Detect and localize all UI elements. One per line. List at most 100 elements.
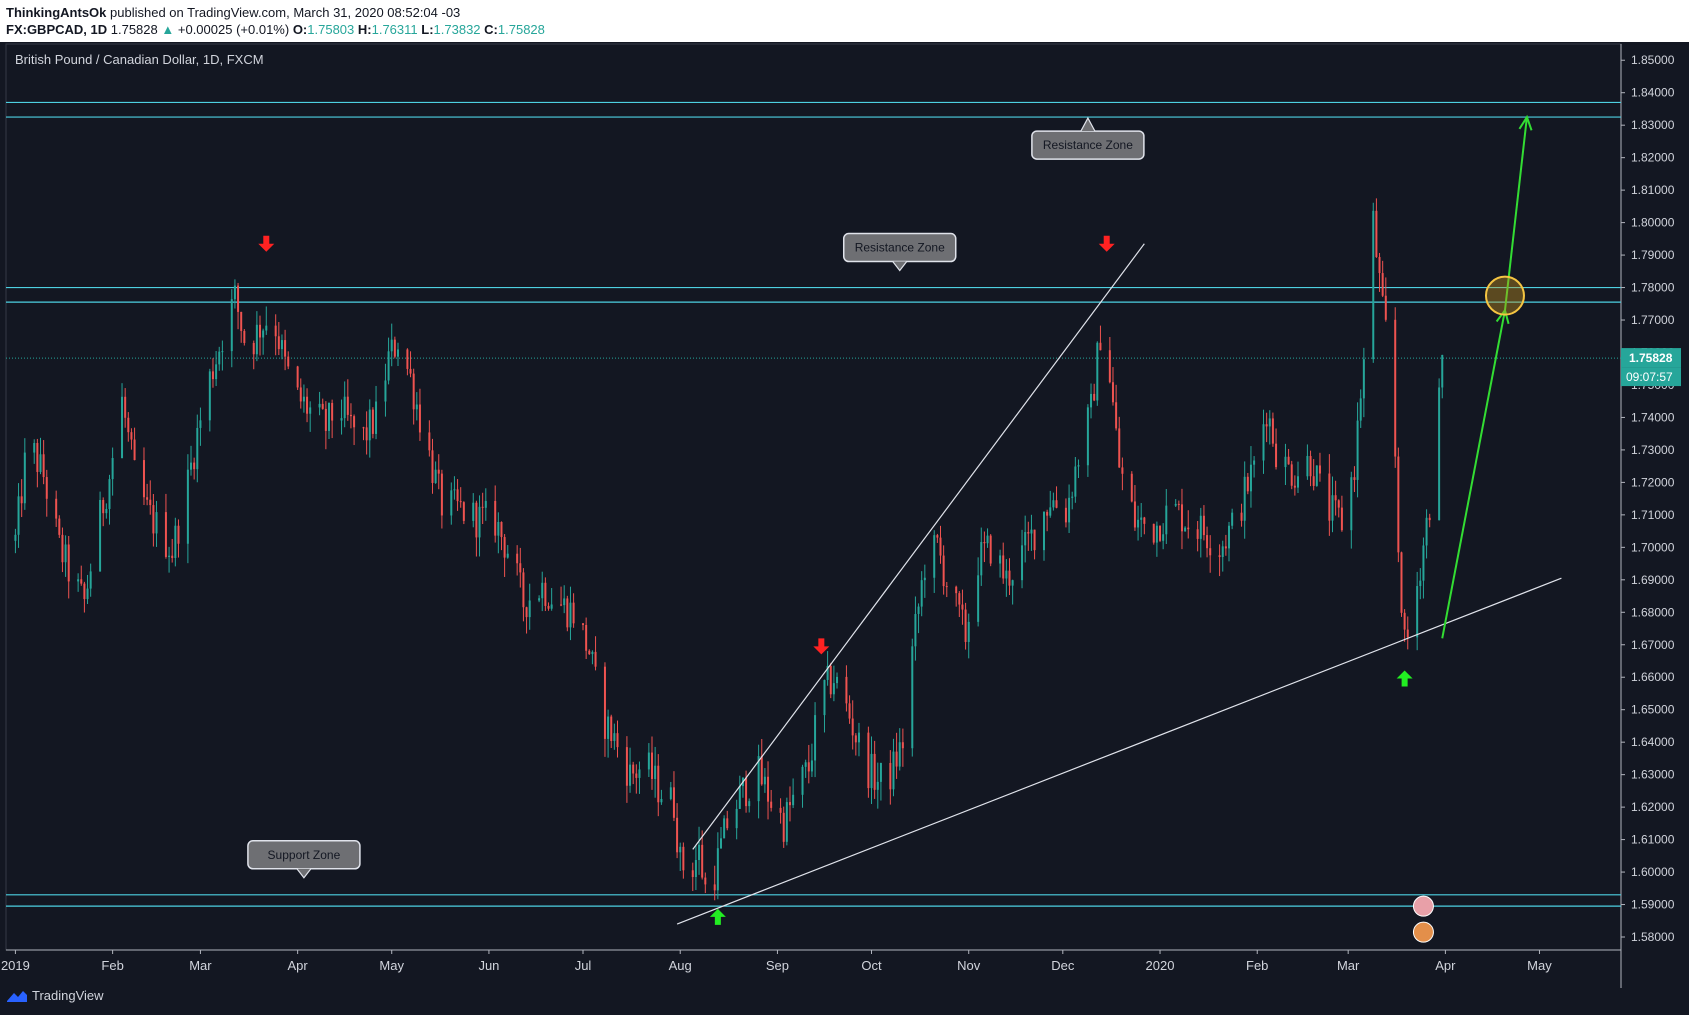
candle-body bbox=[788, 802, 791, 806]
candle-body bbox=[632, 764, 635, 774]
candle-body bbox=[625, 747, 628, 786]
candle-body bbox=[500, 521, 503, 538]
candle-body bbox=[1074, 466, 1077, 497]
candle-body bbox=[1340, 507, 1343, 531]
candle-body bbox=[208, 371, 211, 421]
candle-body bbox=[1077, 465, 1080, 467]
candle-body bbox=[186, 469, 189, 544]
chart-panel[interactable]: 1.85000 1.84000 1.83000 1.82000 1.81000 1.800… bbox=[0, 42, 1689, 1015]
candle-body bbox=[832, 683, 835, 695]
candle-body bbox=[719, 838, 722, 849]
y-tick-label: 1.84000 bbox=[1631, 86, 1675, 100]
candle-body bbox=[149, 499, 152, 506]
x-tick-label: Sep bbox=[766, 958, 789, 973]
candle-body bbox=[603, 666, 606, 739]
candle-body bbox=[331, 402, 334, 421]
candle-body bbox=[1055, 500, 1058, 508]
zone-callout-text: Resistance Zone bbox=[1043, 138, 1133, 152]
zones-layer bbox=[6, 101, 1621, 907]
price-axis[interactable]: 1.85000 1.84000 1.83000 1.82000 1.81000 1.800… bbox=[1621, 53, 1681, 944]
candle-body bbox=[1315, 465, 1318, 486]
event-flag-icon[interactable] bbox=[1412, 895, 1434, 917]
x-tick-label: Feb bbox=[101, 958, 123, 973]
candle-body bbox=[892, 751, 895, 790]
candle-body bbox=[1137, 519, 1140, 528]
tradingview-logo-icon bbox=[7, 990, 27, 1002]
candle-body bbox=[933, 535, 936, 578]
candle-body bbox=[1378, 257, 1381, 274]
candle-body bbox=[516, 553, 519, 564]
candle-body bbox=[647, 752, 650, 770]
candle-body bbox=[854, 735, 857, 743]
event-flag-icon[interactable] bbox=[1412, 921, 1434, 943]
candle-body bbox=[328, 402, 330, 431]
projection-arrow-2 bbox=[1503, 116, 1528, 311]
brand-footer[interactable]: TradingView bbox=[6, 988, 104, 1003]
author-name[interactable]: ThinkingAntsOk bbox=[6, 5, 107, 20]
time-axis[interactable]: 2019 Feb Mar Apr May Jun Jul Aug Sep Oct Nov Dec 202… bbox=[1, 950, 1552, 973]
candle-body bbox=[1228, 525, 1231, 549]
candle-body bbox=[945, 586, 948, 588]
x-tick-label: Apr bbox=[1435, 958, 1456, 973]
events-layer[interactable] bbox=[258, 235, 1434, 943]
candle-body bbox=[127, 417, 130, 433]
candle-body bbox=[779, 807, 782, 813]
candle-body bbox=[265, 325, 268, 331]
candle-body bbox=[111, 458, 114, 480]
candle-body bbox=[1218, 555, 1221, 558]
callout-pointer bbox=[1080, 116, 1096, 132]
candle-body bbox=[318, 403, 321, 408]
candle-body bbox=[851, 718, 854, 736]
candle-body bbox=[651, 752, 653, 779]
candle-body bbox=[1221, 546, 1224, 558]
candle-body bbox=[801, 766, 804, 795]
candle-body bbox=[353, 416, 356, 428]
candle-body bbox=[274, 325, 277, 337]
candle-body bbox=[506, 553, 509, 558]
y-tick-label: 1.65000 bbox=[1631, 703, 1675, 717]
candle-body bbox=[1165, 505, 1168, 535]
candle-body bbox=[155, 512, 158, 534]
candle-body bbox=[494, 500, 497, 536]
candle-body bbox=[782, 812, 785, 842]
candle-body bbox=[983, 542, 986, 544]
candle-body bbox=[814, 715, 817, 761]
change-value: +0.00025 (+0.01%) bbox=[177, 22, 290, 37]
candle-body bbox=[237, 285, 240, 312]
candle-body bbox=[836, 676, 839, 684]
candle-body bbox=[560, 604, 563, 606]
y-tick-label: 1.78000 bbox=[1631, 281, 1675, 295]
candle-body bbox=[1306, 455, 1309, 477]
candle-body bbox=[1096, 342, 1099, 401]
candle-body bbox=[879, 762, 882, 782]
candle-body bbox=[698, 844, 701, 861]
candle-body bbox=[1309, 455, 1312, 477]
candle-body bbox=[1027, 532, 1030, 534]
candle-body bbox=[566, 598, 569, 628]
candle-body bbox=[964, 609, 967, 642]
candle-body bbox=[1262, 424, 1265, 461]
candle-body bbox=[1068, 497, 1071, 523]
y-tick-label: 1.61000 bbox=[1631, 833, 1675, 847]
candle-body bbox=[108, 479, 111, 509]
candle-body bbox=[1206, 535, 1209, 549]
candle-body bbox=[17, 496, 20, 535]
candle-body bbox=[1328, 473, 1331, 521]
candle-body bbox=[1155, 525, 1158, 543]
low-label: L: bbox=[421, 22, 434, 37]
candle-body bbox=[726, 818, 729, 829]
candle-body bbox=[1052, 500, 1055, 508]
x-tick-label: Dec bbox=[1051, 958, 1075, 973]
candle-body bbox=[371, 409, 374, 434]
candle-body bbox=[36, 443, 39, 472]
candle-body bbox=[146, 497, 149, 500]
candle-body bbox=[901, 742, 904, 749]
candle-body bbox=[522, 572, 525, 608]
candle-body bbox=[321, 403, 324, 409]
y-tick-label: 1.82000 bbox=[1631, 151, 1675, 165]
close-label: C: bbox=[484, 22, 498, 37]
candle-body bbox=[343, 396, 346, 419]
candle-body bbox=[1406, 629, 1409, 638]
candle-body bbox=[1287, 456, 1290, 465]
price-chart[interactable]: 1.85000 1.84000 1.83000 1.82000 1.81000 1.800… bbox=[0, 42, 1689, 1015]
